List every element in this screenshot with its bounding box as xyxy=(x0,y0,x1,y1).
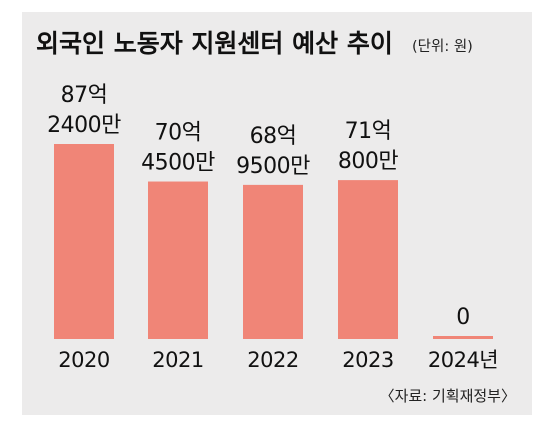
data-label-2022-2: 9500만 xyxy=(236,154,310,179)
unit-note: (단위: 원) xyxy=(412,38,473,55)
bar-2021 xyxy=(148,181,208,339)
tick-label-2021: 2021 xyxy=(152,348,203,372)
bar-2020 xyxy=(54,144,114,339)
data-label-2024년-1: 0 xyxy=(456,305,470,330)
bar-2024년 xyxy=(433,336,493,339)
data-label-2023-2: 800만 xyxy=(338,149,398,174)
chart-title: 외국인 노동자 지원센터 예산 추이 xyxy=(36,29,393,58)
data-label-2022-1: 68억 xyxy=(250,124,297,149)
data-label-2021-2: 4500만 xyxy=(141,151,215,176)
bar-2023 xyxy=(338,180,398,339)
source-note: 〈자료: 기획재정부〉 xyxy=(380,387,516,405)
tick-label-2022: 2022 xyxy=(247,348,298,372)
tick-label-2023: 2023 xyxy=(342,348,393,372)
data-label-2021-1: 70억 xyxy=(155,121,202,146)
tick-label-2024년: 2024년 xyxy=(428,348,498,372)
data-label-2020-2: 2400만 xyxy=(47,113,121,138)
data-label-2020-1: 87억 xyxy=(61,83,108,108)
bar-2022 xyxy=(243,184,303,339)
tick-label-2020: 2020 xyxy=(58,348,109,372)
data-label-2023-1: 71억 xyxy=(345,119,392,144)
